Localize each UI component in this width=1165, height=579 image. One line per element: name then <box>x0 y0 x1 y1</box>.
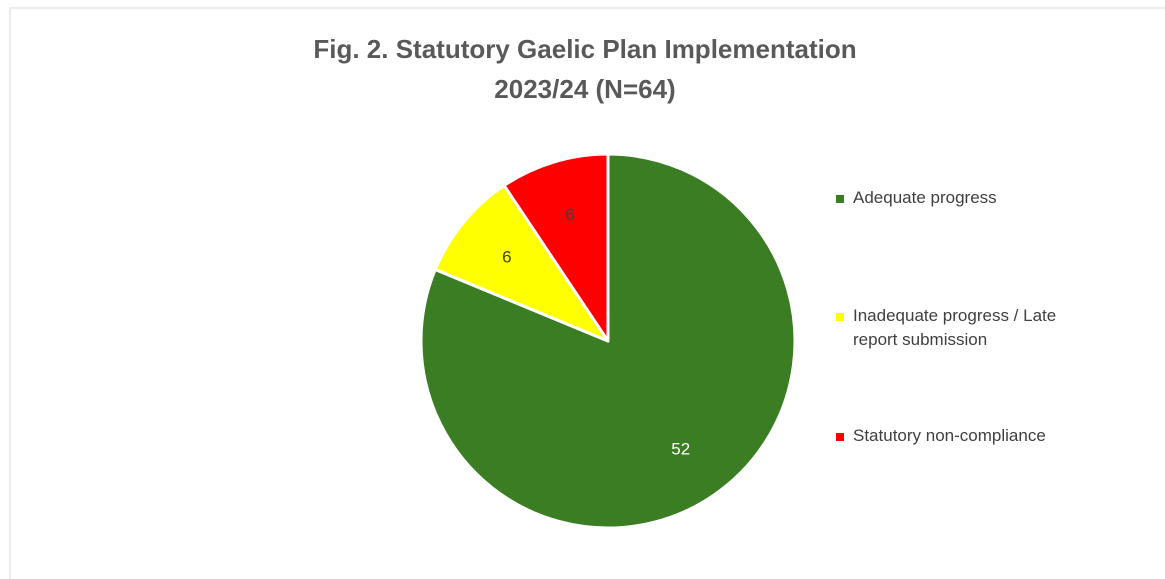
legend-item: Inadequate progress / Late report submis… <box>836 304 1063 352</box>
legend-swatch <box>836 195 844 203</box>
chart-frame <box>9 7 1165 579</box>
legend-label: Inadequate progress / Late report submis… <box>853 306 1057 349</box>
legend-label: Statutory non-compliance <box>853 426 1046 445</box>
pie-slice <box>433 184 610 343</box>
legend-item: Adequate progress <box>836 186 1063 210</box>
chart-title: Fig. 2. Statutory Gaelic Plan Implementa… <box>313 34 856 64</box>
pie-slice <box>502 152 610 343</box>
legend-item: Statutory non-compliance <box>836 424 1063 448</box>
data-label: 52 <box>671 439 690 458</box>
legend-swatch <box>836 313 844 321</box>
legend-swatch <box>836 433 844 441</box>
data-label: 6 <box>502 247 511 266</box>
chart-title: 2023/24 (N=64) <box>494 74 675 104</box>
data-label: 6 <box>565 205 574 224</box>
legend-label: Adequate progress <box>853 188 997 207</box>
